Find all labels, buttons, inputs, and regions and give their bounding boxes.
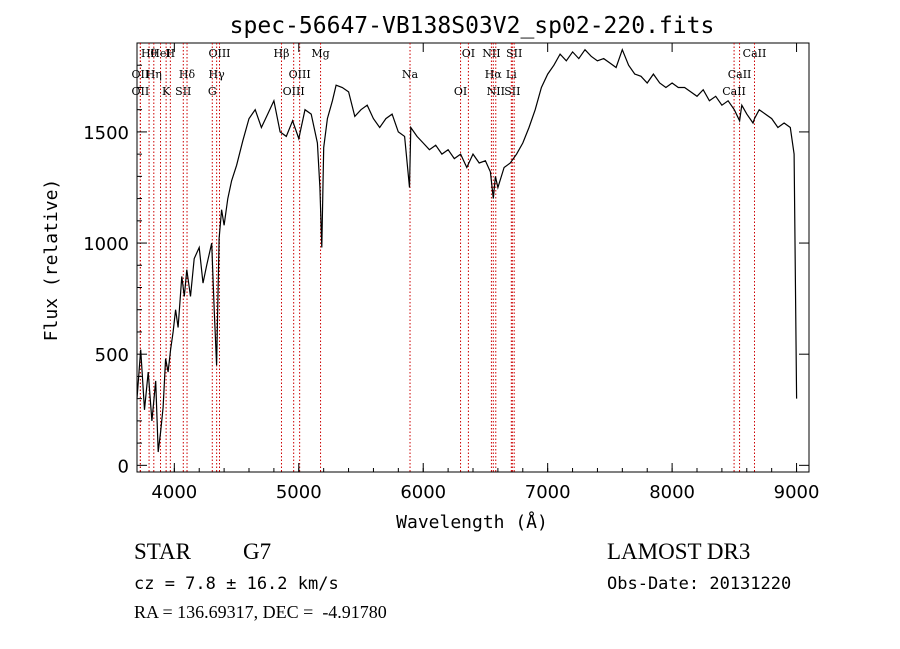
x-tick-label: 5000 bbox=[276, 482, 322, 503]
line-marker-label: CaII bbox=[743, 47, 767, 60]
y-tick-label: 0 bbox=[118, 456, 129, 477]
x-tick-label: 4000 bbox=[151, 482, 197, 503]
line-marker-label: SII bbox=[504, 85, 520, 98]
line-marker-label: HeI bbox=[150, 47, 170, 60]
coordinates: RA = 136.69317, DEC = -4.91780 bbox=[134, 602, 387, 622]
observation-date: Obs-Date: 20131220 bbox=[607, 574, 792, 594]
line-marker-label: Hγ bbox=[209, 68, 226, 81]
redshift-value: cz = 7.8 ± 16.2 km/s bbox=[134, 574, 339, 594]
x-tick-label: 8000 bbox=[649, 482, 695, 503]
line-marker-label: CaII bbox=[728, 68, 752, 81]
y-tick-label: 1500 bbox=[83, 123, 129, 144]
line-marker-label: OIII bbox=[289, 68, 311, 81]
line-marker-label: Hδ bbox=[179, 68, 196, 81]
line-marker-label: Hα bbox=[485, 68, 503, 81]
line-marker-label: OII bbox=[132, 85, 150, 98]
line-marker-label: H bbox=[166, 47, 176, 60]
object-class: STAR bbox=[134, 539, 191, 564]
line-marker-labels: HθOIIOIIHeIHηKHHδSIIOIIIHγGHβOIIIOIIIMgN… bbox=[132, 47, 767, 98]
line-marker-label: Hη bbox=[146, 68, 162, 81]
line-marker-label: Mg bbox=[311, 47, 329, 60]
line-marker-label: Hβ bbox=[274, 47, 290, 60]
y-tick-label: 500 bbox=[95, 345, 129, 366]
line-marker-label: SII bbox=[506, 47, 522, 60]
line-marker-label: SII bbox=[175, 85, 191, 98]
line-marker-label: Li bbox=[506, 68, 517, 81]
line-marker-label: G bbox=[208, 85, 217, 98]
object-subclass: G7 bbox=[243, 539, 272, 564]
line-marker-label: Na bbox=[402, 68, 419, 81]
x-tick-label: 7000 bbox=[525, 482, 571, 503]
line-marker-label: CaII bbox=[722, 85, 746, 98]
line-marker-label: K bbox=[162, 85, 171, 98]
line-marker-label: NII bbox=[482, 47, 500, 60]
line-marker-label: Hθ bbox=[141, 47, 158, 60]
axis-ticks: 4000 5000 6000 7000 8000 9000 0 500 1000 1500 bbox=[83, 43, 819, 503]
plot-frame bbox=[136, 42, 810, 473]
y-tick-label: 1000 bbox=[83, 234, 129, 255]
line-marker-label: NII bbox=[487, 85, 505, 98]
spectrum-line bbox=[136, 48, 798, 453]
line-marker-label: OIII bbox=[283, 85, 305, 98]
line-marker-label: OIII bbox=[208, 47, 230, 60]
x-tick-label: 9000 bbox=[774, 482, 820, 503]
x-tick-label: 6000 bbox=[400, 482, 446, 503]
x-axis-label: Wavelength (Å) bbox=[396, 511, 548, 533]
line-marker-label: OI bbox=[454, 85, 467, 98]
y-axis-label: Flux (relative) bbox=[41, 179, 62, 342]
survey-name: LAMOST DR3 bbox=[607, 539, 751, 564]
plot-axes bbox=[136, 42, 810, 473]
line-markers bbox=[139, 43, 755, 472]
chart-title: spec-56647-VB138S03V2_sp02-220.fits bbox=[230, 13, 715, 39]
line-marker-label: OI bbox=[462, 47, 475, 60]
line-marker-label: OII bbox=[132, 68, 150, 81]
